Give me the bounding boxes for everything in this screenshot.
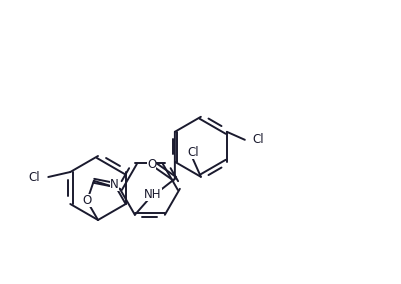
Text: Cl: Cl (28, 170, 40, 183)
Text: Cl: Cl (253, 133, 265, 146)
Text: O: O (147, 158, 156, 171)
Text: Cl: Cl (187, 146, 198, 159)
Text: NH: NH (144, 188, 162, 201)
Text: O: O (82, 195, 91, 207)
Text: N: N (110, 178, 119, 191)
